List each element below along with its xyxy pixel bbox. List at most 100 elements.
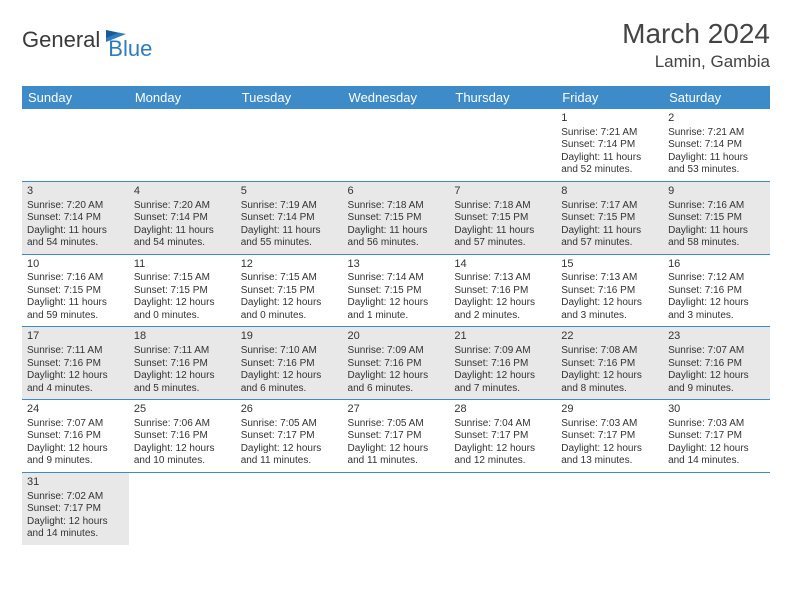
calendar-row: 1Sunrise: 7:21 AMSunset: 7:14 PMDaylight… (22, 109, 770, 181)
day-number: 25 (134, 403, 231, 417)
header: General Blue March 2024 Lamin, Gambia (22, 18, 770, 72)
day-number: 27 (348, 403, 445, 417)
day-cell: 20Sunrise: 7:09 AMSunset: 7:16 PMDayligh… (343, 327, 450, 400)
day-details: Sunrise: 7:12 AMSunset: 7:16 PMDaylight:… (668, 272, 765, 322)
calendar-row: 17 Sunrise: 7:11 AMSunset: 7:16 PMDayligh… (22, 327, 770, 400)
day-cell: 24Sunrise: 7:07 AMSunset: 7:16 PMDayligh… (22, 400, 129, 473)
day-number: 6 (348, 185, 445, 199)
day-cell: 10Sunrise: 7:16 AMSunset: 7:15 PMDayligh… (22, 254, 129, 327)
day-number: 28 (454, 403, 551, 417)
empty-cell (129, 472, 236, 544)
day-cell: 17Sunrise: 7:11 AMSunset: 7:16 PMDayligh… (22, 327, 129, 400)
empty-cell (663, 472, 770, 544)
day-number: 9 (668, 185, 765, 199)
day-cell: 15Sunrise: 7:13 AMSunset: 7:16 PMDayligh… (556, 254, 663, 327)
weekday-wednesday: Wednesday (343, 86, 450, 109)
day-number: 10 (27, 258, 124, 272)
day-cell: 5Sunrise: 7:19 AMSunset: 7:14 PMDaylight… (236, 181, 343, 254)
day-cell: 2Sunrise: 7:21 AMSunset: 7:14 PMDaylight… (663, 109, 770, 181)
day-number: 17 (27, 330, 124, 344)
day-cell: 27Sunrise: 7:05 AMSunset: 7:17 PMDayligh… (343, 400, 450, 473)
day-details: Sunrise: 7:10 AMSunset: 7:16 PMDaylight:… (241, 345, 338, 395)
weekday-friday: Friday (556, 86, 663, 109)
calendar-row: 3Sunrise: 7:20 AMSunset: 7:14 PMDaylight… (22, 181, 770, 254)
location: Lamin, Gambia (622, 52, 770, 72)
day-cell: 19Sunrise: 7:10 AMSunset: 7:16 PMDayligh… (236, 327, 343, 400)
day-details: Sunrise: 7:05 AMSunset: 7:17 PMDaylight:… (241, 418, 338, 468)
day-number: 29 (561, 403, 658, 417)
day-number: 1 (561, 112, 658, 126)
day-details: Sunrise: 7:20 AMSunset: 7:14 PMDaylight:… (27, 200, 124, 250)
empty-cell (449, 109, 556, 181)
empty-cell (449, 472, 556, 544)
day-details: Sunrise: 7:15 AMSunset: 7:15 PMDaylight:… (134, 272, 231, 322)
day-number: 3 (27, 185, 124, 199)
day-number: 15 (561, 258, 658, 272)
day-cell: 21Sunrise: 7:09 AMSunset: 7:16 PMDayligh… (449, 327, 556, 400)
day-cell: 31Sunrise: 7:02 AMSunset: 7:17 PMDayligh… (22, 472, 129, 544)
day-details: Sunrise: 7:17 AMSunset: 7:15 PMDaylight:… (561, 200, 658, 250)
day-cell: 23Sunrise: 7:07 AMSunset: 7:16 PMDayligh… (663, 327, 770, 400)
day-details: Sunrise: 7:20 AMSunset: 7:14 PMDaylight:… (134, 200, 231, 250)
day-details: Sunrise: 7:21 AMSunset: 7:14 PMDaylight:… (561, 127, 658, 177)
day-cell: 29Sunrise: 7:03 AMSunset: 7:17 PMDayligh… (556, 400, 663, 473)
day-number: 2 (668, 112, 765, 126)
day-number: 19 (241, 330, 338, 344)
calendar-row: 24Sunrise: 7:07 AMSunset: 7:16 PMDayligh… (22, 400, 770, 473)
day-number: 12 (241, 258, 338, 272)
day-number: 26 (241, 403, 338, 417)
logo-text-blue: Blue (108, 36, 152, 61)
day-details: Sunrise: 7:14 AMSunset: 7:15 PMDaylight:… (348, 272, 445, 322)
day-details: Sunrise: 7:11 AMSunset: 7:16 PMDaylight:… (134, 345, 231, 395)
day-cell: 7Sunrise: 7:18 AMSunset: 7:15 PMDaylight… (449, 181, 556, 254)
logo-text-general: General (22, 27, 100, 53)
day-details: Sunrise: 7:05 AMSunset: 7:17 PMDaylight:… (348, 418, 445, 468)
day-number: 11 (134, 258, 231, 272)
empty-cell (129, 109, 236, 181)
day-details: Sunrise: 7:18 AMSunset: 7:15 PMDaylight:… (348, 200, 445, 250)
empty-cell (22, 109, 129, 181)
calendar-row: 10Sunrise: 7:16 AMSunset: 7:15 PMDayligh… (22, 254, 770, 327)
day-number: 4 (134, 185, 231, 199)
day-details: Sunrise: 7:03 AMSunset: 7:17 PMDaylight:… (668, 418, 765, 468)
day-cell: 22Sunrise: 7:08 AMSunset: 7:16 PMDayligh… (556, 327, 663, 400)
day-number: 7 (454, 185, 551, 199)
day-number: 16 (668, 258, 765, 272)
day-number: 20 (348, 330, 445, 344)
weekday-thursday: Thursday (449, 86, 556, 109)
empty-cell (556, 472, 663, 544)
day-number: 31 (27, 476, 124, 490)
day-cell: 14Sunrise: 7:13 AMSunset: 7:16 PMDayligh… (449, 254, 556, 327)
day-cell: 16Sunrise: 7:12 AMSunset: 7:16 PMDayligh… (663, 254, 770, 327)
calendar-table: Sunday Monday Tuesday Wednesday Thursday… (22, 86, 770, 545)
day-details: Sunrise: 7:09 AMSunset: 7:16 PMDaylight:… (348, 345, 445, 395)
weekday-header-row: Sunday Monday Tuesday Wednesday Thursday… (22, 86, 770, 109)
weekday-sunday: Sunday (22, 86, 129, 109)
day-cell: 26Sunrise: 7:05 AMSunset: 7:17 PMDayligh… (236, 400, 343, 473)
day-details: Sunrise: 7:07 AMSunset: 7:16 PMDaylight:… (27, 418, 124, 468)
day-number: 14 (454, 258, 551, 272)
day-cell: 4Sunrise: 7:20 AMSunset: 7:14 PMDaylight… (129, 181, 236, 254)
day-details: Sunrise: 7:16 AMSunset: 7:15 PMDaylight:… (668, 200, 765, 250)
day-cell: 18Sunrise: 7:11 AMSunset: 7:16 PMDayligh… (129, 327, 236, 400)
month-title: March 2024 (622, 18, 770, 50)
day-cell: 6Sunrise: 7:18 AMSunset: 7:15 PMDaylight… (343, 181, 450, 254)
day-number: 22 (561, 330, 658, 344)
day-number: 24 (27, 403, 124, 417)
day-cell: 11Sunrise: 7:15 AMSunset: 7:15 PMDayligh… (129, 254, 236, 327)
title-block: March 2024 Lamin, Gambia (622, 18, 770, 72)
day-cell: 12Sunrise: 7:15 AMSunset: 7:15 PMDayligh… (236, 254, 343, 327)
calendar-body: 1Sunrise: 7:21 AMSunset: 7:14 PMDaylight… (22, 109, 770, 545)
day-cell: 1Sunrise: 7:21 AMSunset: 7:14 PMDaylight… (556, 109, 663, 181)
day-cell: 25Sunrise: 7:06 AMSunset: 7:16 PMDayligh… (129, 400, 236, 473)
empty-cell (236, 109, 343, 181)
day-cell: 3Sunrise: 7:20 AMSunset: 7:14 PMDaylight… (22, 181, 129, 254)
day-details: Sunrise: 7:07 AMSunset: 7:16 PMDaylight:… (668, 345, 765, 395)
calendar-row: 31Sunrise: 7:02 AMSunset: 7:17 PMDayligh… (22, 472, 770, 544)
day-details: Sunrise: 7:13 AMSunset: 7:16 PMDaylight:… (561, 272, 658, 322)
weekday-monday: Monday (129, 86, 236, 109)
empty-cell (236, 472, 343, 544)
day-number: 8 (561, 185, 658, 199)
day-number: 21 (454, 330, 551, 344)
weekday-saturday: Saturday (663, 86, 770, 109)
